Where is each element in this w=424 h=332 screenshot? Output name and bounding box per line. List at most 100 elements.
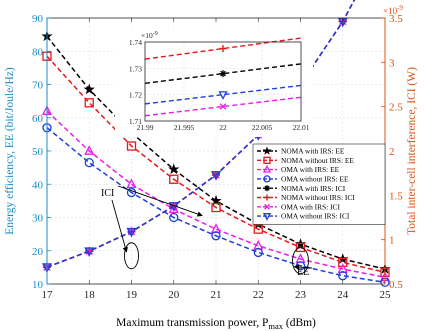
marker-shape [262, 146, 272, 155]
marker-shape [219, 45, 227, 53]
y-left-tick-label: 80 [32, 46, 44, 58]
y-left-tick-label: 30 [32, 213, 44, 225]
data-point [126, 141, 137, 151]
inset-x-tick-label: 21.995 [174, 123, 195, 132]
legend-swatch-marker [264, 194, 270, 201]
legend-item: NOMA with IRS: ICI [257, 184, 346, 193]
annotation-layer: ICI EE [101, 185, 313, 278]
marker-shape [126, 178, 137, 189]
marker-shape [219, 70, 227, 78]
data-point [84, 247, 95, 257]
marker-shape [264, 203, 270, 210]
inset-series-line [144, 37, 302, 60]
marker-shape [338, 271, 348, 281]
y-right-tick-label: 1.5 [389, 190, 403, 202]
marker-shape [84, 157, 94, 168]
inset-series [144, 84, 302, 105]
marker-shape [84, 145, 95, 155]
ici-arrow-1 [117, 185, 203, 217]
y-right-tick-label: 0.5 [389, 279, 403, 291]
legend-swatch-marker [264, 203, 270, 210]
marker-shape [84, 247, 95, 257]
inset-data-point [219, 45, 227, 53]
y-left-tick-label: 20 [32, 246, 44, 258]
inset-series-line [144, 63, 302, 85]
x-axis-label-sub: max [268, 321, 283, 331]
marker-shape [253, 224, 263, 234]
legend-label: OMA without IRS: EE [281, 175, 349, 184]
legend-item: OMA without IRS: EE [257, 175, 349, 184]
y-right-axis-label: Total inter-cell interference, ICI (W) [406, 67, 418, 235]
legend-label: NOMA with IRS: EE [281, 147, 345, 156]
inset-data-point [219, 103, 227, 110]
legend-swatch-marker [263, 175, 271, 183]
data-point [83, 83, 95, 95]
y-right-exponent-power: -9 [397, 4, 403, 12]
y-left-tick-label: 90 [32, 13, 44, 25]
legend-label: NOMA without IRS: EE [281, 156, 354, 165]
inset-data-point [219, 70, 227, 78]
series-line [46, 0, 356, 268]
legend-swatch-marker [262, 213, 272, 221]
inset-layer: 21.99 21.995 22 22.005 22.01 1.71 1.72 1.73 1.74… [115, 28, 313, 137]
marker-shape [85, 247, 93, 255]
data-point [84, 98, 94, 108]
x-tick-label: 22 [253, 289, 264, 301]
inset-y-tick-label: 1.72 [129, 91, 142, 100]
marker-shape [262, 164, 272, 173]
y-left-tick-label: 70 [32, 80, 44, 92]
marker-shape [253, 247, 263, 258]
legend-swatch-marker [262, 146, 272, 155]
data-point [84, 157, 94, 168]
x-tick-label: 25 [380, 289, 392, 301]
ee-highlight-ellipse [292, 247, 309, 275]
inset-y-tick-label: 1.74 [129, 38, 142, 47]
y-right-tick-label: 2.5 [389, 102, 403, 114]
inset-data-point [218, 91, 228, 100]
legend-item: OMA without IRS: ICI [257, 212, 350, 221]
x-tick-label: 20 [168, 289, 180, 301]
data-point [338, 257, 348, 268]
data-point [168, 163, 180, 175]
marker-shape [84, 98, 94, 108]
ici-highlight-ellipse [124, 242, 139, 270]
marker-shape [211, 231, 221, 241]
ee-label: EE [297, 267, 309, 278]
y-right-tick-label: 2 [389, 146, 395, 158]
series-line [46, 55, 386, 274]
legend-swatch-marker [262, 164, 272, 173]
inset-series-line [144, 84, 302, 105]
y-left-axis-label: Energy efficiency, EE (bit/Joule/Hz) [4, 67, 16, 235]
legend-item: NOMA without IRS: EE [257, 156, 354, 165]
inset-y-tick-label: 1.71 [129, 117, 142, 126]
marker-shape [263, 175, 271, 183]
y-left-tick-label: 10 [32, 279, 44, 291]
marker-shape [264, 194, 270, 201]
inset-exponent-power: -9 [153, 31, 158, 37]
data-point [211, 231, 221, 241]
marker-shape [295, 242, 306, 253]
data-point [84, 145, 95, 155]
inset-x-tick-label: 21.99 [137, 123, 154, 132]
data-point [210, 171, 222, 181]
x-axis-label-unit: (dBm) [283, 317, 316, 329]
data-point [169, 212, 179, 223]
marker-shape [126, 227, 137, 238]
legend-swatch-marker [263, 156, 271, 164]
inset-x-tick-label: 22.01 [293, 123, 310, 132]
data-point [85, 247, 93, 255]
y-left-tick-label: 50 [32, 146, 44, 158]
legend-item: NOMA without IRS: ICI [257, 193, 355, 202]
ee-arrow [293, 264, 313, 270]
legend-label: NOMA without IRS: ICI [281, 193, 355, 202]
series-line [46, 127, 386, 284]
x-tick-label: 24 [337, 289, 349, 301]
inset-series-line [144, 96, 302, 117]
marker-shape [169, 174, 179, 184]
x-tick-label: 19 [126, 289, 138, 301]
data-point [338, 271, 348, 281]
marker-shape [219, 103, 227, 110]
y-left-tick-label: 40 [32, 179, 44, 191]
marker-shape [218, 91, 228, 100]
